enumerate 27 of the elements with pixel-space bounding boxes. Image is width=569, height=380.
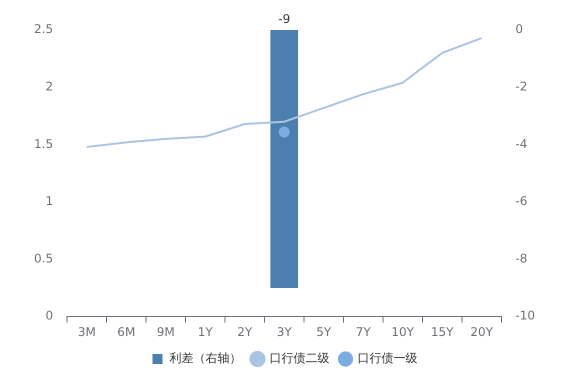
x-tick-label: 15Y [430,324,454,339]
y2-tick-label: -2 [515,79,528,94]
x-tick-label: 3Y [276,324,292,339]
y2-tick-label: -8 [515,251,528,266]
y-tick-label: 1 [45,194,54,208]
y-tick-label: 1.5 [34,136,54,151]
y-tick-label: 2 [45,79,54,94]
x-tick-label: 2Y [237,324,253,339]
x-tick-label: 9M [156,324,175,339]
y2-tick-label: -6 [515,194,528,208]
x-tick-label: 7Y [356,324,372,339]
x-tick-label: 10Y [391,324,415,339]
x-tick-label: 3M [78,324,96,339]
legend-label: 口行债一级 [358,351,418,366]
legend-label: 口行债二级 [270,351,330,366]
legend-label: 利差（右轴） [170,351,242,366]
y2-tick-label: -10 [515,308,536,323]
data-label: -9 [278,12,290,26]
y2-tick-label: -4 [515,136,528,151]
x-tick-label: 5Y [316,324,332,339]
y-tick-label: 0 [45,308,54,323]
x-tick-label: 20Y [470,324,494,339]
x-tick-label: 6M [117,324,136,339]
y-tick-label: 0.5 [34,251,54,266]
x-tick-label: 1Y [198,324,214,339]
y-tick-label: 2.5 [34,22,54,36]
y2-tick-label: 0 [515,22,524,36]
